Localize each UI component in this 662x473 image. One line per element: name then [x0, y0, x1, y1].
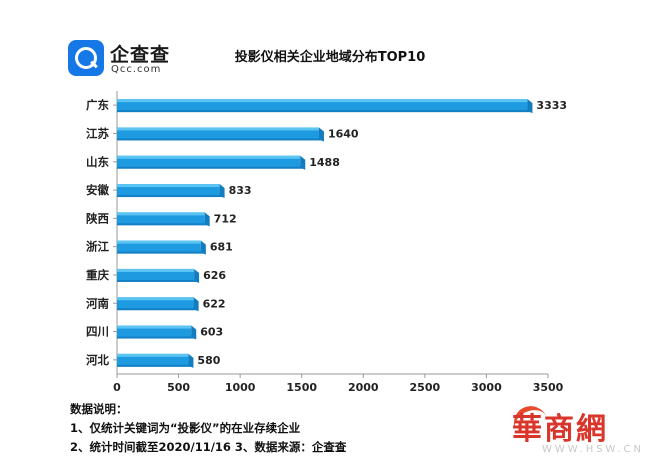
value-label-7: 622 — [203, 297, 226, 310]
bar-9 — [117, 353, 189, 365]
bar-highlight-8 — [117, 325, 192, 329]
category-label-6: 重庆 — [86, 268, 109, 282]
x-tick-label-3500: 3500 — [533, 381, 564, 394]
bar-highlight-5 — [117, 240, 201, 244]
hsw-url: WWW.HSW.CN — [542, 444, 644, 455]
hsw-watermark: 華商網 WWW.HSW.CN — [508, 400, 647, 466]
category-label-0: 广东 — [86, 98, 109, 112]
x-tick-label-500: 500 — [167, 381, 190, 394]
qcc-logo: 企查查 Qcc.com — [68, 40, 178, 78]
brand-name: 企查查 — [110, 44, 171, 66]
bar-0 — [117, 99, 528, 111]
bar-highlight-1 — [117, 127, 319, 131]
notes-line-2: 2、统计时间截至2020/11/16 3、数据来源：企查查 — [70, 440, 347, 454]
x-tick-label-1000: 1000 — [225, 381, 256, 394]
bar-8 — [117, 325, 192, 337]
value-label-3: 833 — [229, 184, 252, 197]
x-tick-label-2500: 2500 — [410, 381, 441, 394]
bar-highlight-6 — [117, 268, 195, 272]
x-tick-label-1500: 1500 — [286, 381, 317, 394]
value-label-5: 681 — [210, 241, 233, 254]
bar-highlight-3 — [117, 184, 220, 188]
bar-6 — [117, 268, 195, 280]
category-label-7: 河南 — [86, 296, 109, 310]
value-label-8: 603 — [200, 326, 223, 339]
brand-domain: Qcc.com — [111, 64, 162, 75]
bar-3 — [117, 184, 220, 196]
value-label-1: 1640 — [328, 127, 359, 140]
data-notes: 数据说明： 1、仅统计关键词为“投影仪”的在业存续企业 2、统计时间截至2020… — [70, 402, 346, 459]
bar-highlight-7 — [117, 297, 194, 301]
category-label-8: 四川 — [86, 325, 109, 339]
bar-highlight-4 — [117, 212, 205, 216]
value-label-6: 626 — [203, 269, 226, 282]
category-label-2: 山东 — [86, 155, 109, 169]
x-tick-label-3000: 3000 — [471, 381, 502, 394]
category-label-1: 江苏 — [86, 126, 109, 140]
bar-highlight-9 — [117, 353, 189, 357]
value-label-2: 1488 — [309, 156, 340, 169]
bar-5 — [117, 240, 201, 252]
bar-1 — [117, 127, 319, 139]
category-label-4: 陕西 — [86, 211, 109, 225]
bar-4 — [117, 212, 205, 224]
bar-7 — [117, 297, 194, 309]
chart-title: 投影仪相关企业地域分布TOP10 — [234, 50, 426, 65]
category-label-3: 安徽 — [86, 183, 109, 197]
value-label-4: 712 — [214, 212, 237, 225]
bar-2 — [117, 155, 301, 167]
value-label-0: 3333 — [536, 99, 567, 112]
x-tick-label-0: 0 — [113, 381, 121, 394]
notes-heading: 数据说明： — [70, 402, 128, 416]
bar-highlight-0 — [117, 99, 528, 103]
qcc-search-icon — [68, 40, 104, 76]
category-label-5: 浙江 — [86, 240, 109, 254]
category-label-9: 河北 — [86, 353, 109, 367]
notes-line-1: 1、仅统计关键词为“投影仪”的在业存续企业 — [70, 421, 301, 435]
value-label-9: 580 — [197, 354, 220, 367]
hsw-logo-text: 華商網 — [512, 412, 608, 447]
bar-highlight-2 — [117, 155, 301, 159]
x-tick-label-2000: 2000 — [348, 381, 379, 394]
bar-chart: 0 500 1000 1500 2000 2500 3000 3500 广东 3333 江苏 1640… — [86, 91, 567, 394]
